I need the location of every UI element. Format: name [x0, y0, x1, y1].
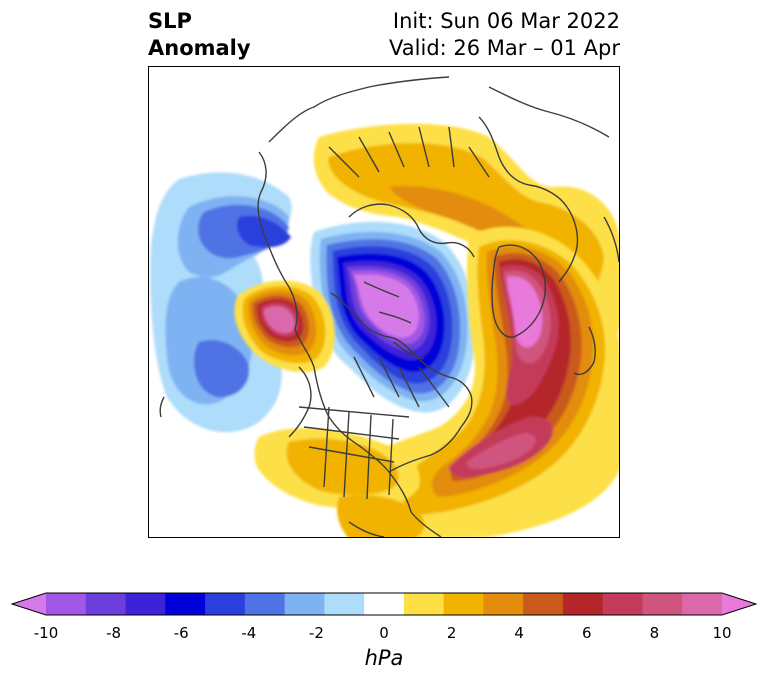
negative-anomaly-arctic [310, 221, 476, 413]
colorbar-segment [562, 593, 604, 615]
title-line-2: Anomaly [148, 36, 251, 60]
colorbar-segment [205, 593, 246, 615]
colorbar-tick-label: -6 [173, 624, 189, 642]
colorbar-tick-label: 8 [649, 624, 660, 642]
colorbar-tick-label: 0 [379, 624, 389, 642]
title-line-1: SLP [148, 9, 192, 33]
colorbar-segment [403, 593, 445, 615]
positive-anomaly-atlantic [355, 226, 619, 537]
colorbar-segment [602, 593, 643, 615]
colorbar-segment [523, 593, 564, 615]
colorbar-tick-label: -10 [33, 624, 59, 642]
colorbar-tick-label: 2 [446, 624, 457, 642]
colorbar-segment [165, 593, 206, 615]
init-date: Init: Sun 06 Mar 2022 [392, 9, 620, 33]
colorbar-tick-label: -8 [106, 624, 122, 642]
colorbar-tick-label: 4 [514, 624, 524, 642]
valid-date-range: Valid: 26 Mar – 01 Apr [389, 36, 620, 60]
anomaly-map [149, 67, 619, 537]
coastlines-borders [159, 76, 619, 537]
colorbar-segment [46, 593, 87, 615]
colorbar-tick-label: 10 [712, 624, 732, 642]
map-panel [148, 66, 620, 538]
colorbar-tick-label: -2 [308, 624, 324, 642]
colorbar-segment [324, 593, 365, 615]
map-title: SLP Anomaly [148, 8, 251, 62]
colorbar-extend-max [722, 593, 756, 615]
colorbar-tick-label: -4 [241, 624, 257, 642]
colorbar-segment [125, 593, 166, 615]
colorbar-units: hPa [364, 646, 404, 670]
date-info: Init: Sun 06 Mar 2022 Valid: 26 Mar – 01… [389, 8, 620, 62]
colorbar-segment [364, 593, 405, 615]
colorbar-segment [244, 593, 286, 615]
negative-anomaly-pacific [150, 172, 292, 433]
colorbar-segment [483, 593, 524, 615]
colorbar-outline [10, 592, 758, 616]
colorbar-tick-label: 6 [582, 624, 592, 642]
colorbar-segment [682, 593, 723, 615]
colorbar-segment [642, 593, 683, 615]
positive-anomaly-southwest [254, 427, 425, 537]
colorbar-segment [85, 593, 127, 615]
colorbar-segment [284, 593, 325, 615]
colorbar-segment [443, 593, 484, 615]
colorbar-extend-min [12, 593, 46, 615]
colorbar [10, 592, 758, 616]
